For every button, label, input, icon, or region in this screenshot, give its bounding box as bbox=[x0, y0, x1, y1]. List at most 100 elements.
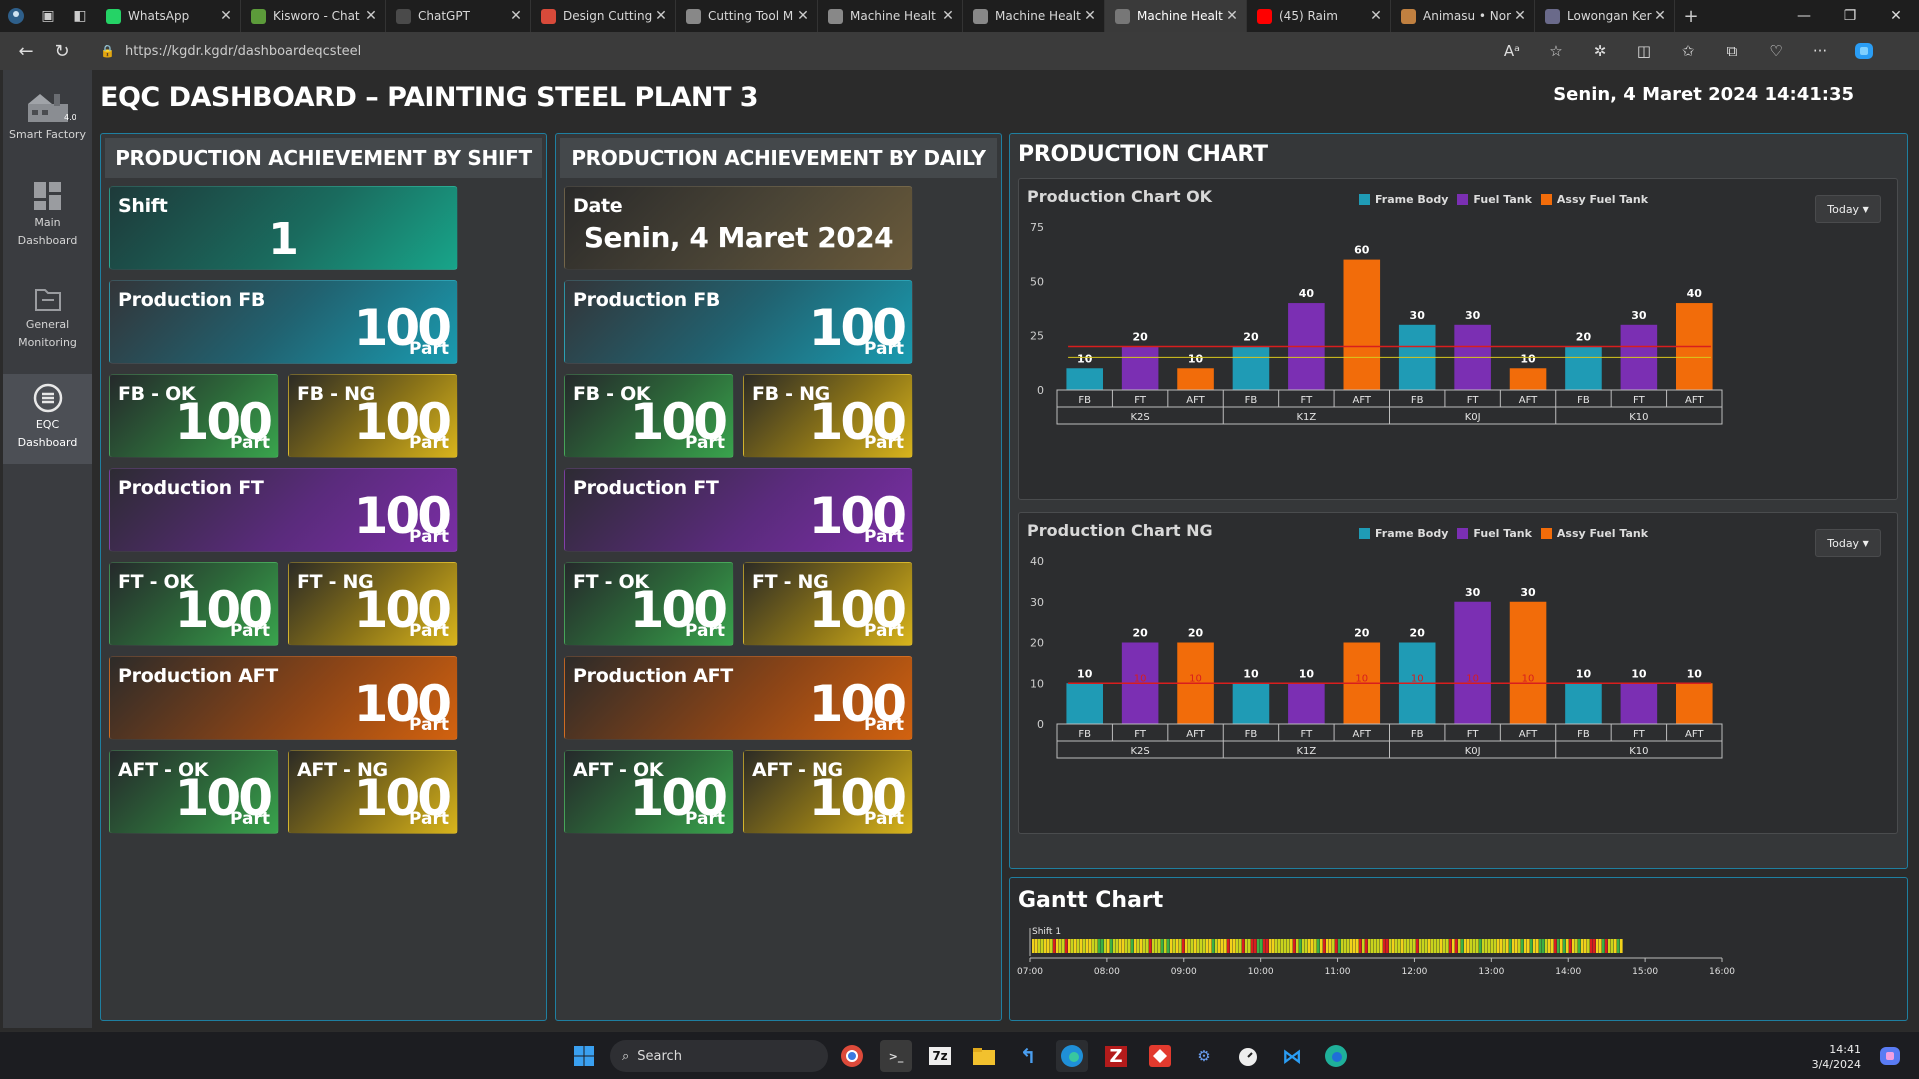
gantt-segment[interactable] bbox=[1032, 939, 1035, 953]
gantt-segment[interactable] bbox=[1434, 939, 1437, 953]
close-tab-icon[interactable]: ✕ bbox=[797, 8, 809, 24]
collections-icon[interactable]: ⧉ bbox=[1726, 42, 1738, 60]
gantt-segment[interactable] bbox=[1440, 939, 1443, 953]
browser-tab[interactable]: (45) Raim ✕ bbox=[1247, 0, 1391, 32]
gantt-segment[interactable] bbox=[1104, 939, 1107, 953]
gantt-segment[interactable] bbox=[1215, 939, 1218, 953]
gantt-segment[interactable] bbox=[1557, 939, 1560, 953]
gantt-segment[interactable] bbox=[1041, 939, 1044, 953]
timer-app-icon[interactable] bbox=[1232, 1040, 1264, 1072]
gantt-segment[interactable] bbox=[1329, 939, 1332, 953]
browser-tab[interactable]: Machine Healt ✕ bbox=[1105, 0, 1247, 32]
gantt-segment[interactable] bbox=[1044, 939, 1047, 953]
gantt-segment[interactable] bbox=[1299, 939, 1302, 953]
gantt-segment[interactable] bbox=[1536, 939, 1539, 953]
gantt-segment[interactable] bbox=[1386, 939, 1389, 953]
close-tab-icon[interactable]: ✕ bbox=[1370, 8, 1382, 24]
gantt-segment[interactable] bbox=[1611, 939, 1614, 953]
gantt-segment[interactable] bbox=[1368, 939, 1371, 953]
gantt-segment[interactable] bbox=[1071, 939, 1074, 953]
period-dropdown[interactable]: Today ▼ bbox=[1815, 529, 1881, 557]
legend-item-assy-fuel-tank[interactable]: Assy Fuel Tank bbox=[1540, 527, 1648, 540]
gantt-segment[interactable] bbox=[1149, 939, 1152, 953]
restore-button[interactable]: ❐ bbox=[1843, 8, 1857, 24]
gantt-segment[interactable] bbox=[1485, 939, 1488, 953]
gantt-segment[interactable] bbox=[1038, 939, 1041, 953]
close-tab-icon[interactable]: ✕ bbox=[655, 8, 667, 24]
gantt-segment[interactable] bbox=[1074, 939, 1077, 953]
gantt-segment[interactable] bbox=[1233, 939, 1236, 953]
gantt-segment[interactable] bbox=[1089, 939, 1092, 953]
gantt-segment[interactable] bbox=[1170, 939, 1173, 953]
gantt-segment[interactable] bbox=[1596, 939, 1599, 953]
chart-bar[interactable] bbox=[1232, 346, 1270, 390]
gantt-segment[interactable] bbox=[1266, 939, 1269, 953]
gantt-segment[interactable] bbox=[1131, 939, 1134, 953]
gantt-segment[interactable] bbox=[1413, 939, 1416, 953]
chart-bar[interactable] bbox=[1232, 683, 1270, 724]
gantt-segment[interactable] bbox=[1173, 939, 1176, 953]
gantt-segment[interactable] bbox=[1380, 939, 1383, 953]
gantt-segment[interactable] bbox=[1437, 939, 1440, 953]
close-tab-icon[interactable]: ✕ bbox=[220, 8, 232, 24]
gantt-segment[interactable] bbox=[1125, 939, 1128, 953]
chart-bar[interactable] bbox=[1509, 368, 1547, 390]
chart-bar[interactable] bbox=[1177, 368, 1214, 390]
gantt-segment[interactable] bbox=[1128, 939, 1131, 953]
split-screen-icon[interactable]: ◫ bbox=[1636, 42, 1652, 60]
gantt-segment[interactable] bbox=[1251, 939, 1254, 953]
gantt-segment[interactable] bbox=[1500, 939, 1503, 953]
gantt-segment[interactable] bbox=[1203, 939, 1206, 953]
gantt-segment[interactable] bbox=[1080, 939, 1083, 953]
gantt-segment[interactable] bbox=[1590, 939, 1593, 953]
gantt-segment[interactable] bbox=[1542, 939, 1545, 953]
gantt-segment[interactable] bbox=[1452, 939, 1455, 953]
browser-tab[interactable]: Design Cutting ✕ bbox=[531, 0, 676, 32]
gantt-segment[interactable] bbox=[1200, 939, 1203, 953]
close-tab-icon[interactable]: ✕ bbox=[365, 8, 377, 24]
copilot-taskbar-icon[interactable] bbox=[1874, 1040, 1906, 1072]
gantt-segment[interactable] bbox=[1083, 939, 1086, 953]
gantt-segment[interactable] bbox=[1035, 939, 1038, 953]
gantt-segment[interactable] bbox=[1239, 939, 1242, 953]
gantt-segment[interactable] bbox=[1275, 939, 1278, 953]
gantt-segment[interactable] bbox=[1446, 939, 1449, 953]
gantt-segment[interactable] bbox=[1326, 939, 1329, 953]
gantt-segment[interactable] bbox=[1374, 939, 1377, 953]
gantt-segment[interactable] bbox=[1260, 939, 1263, 953]
chart-bar[interactable] bbox=[1509, 601, 1547, 724]
gantt-segment[interactable] bbox=[1491, 939, 1494, 953]
gantt-segment[interactable] bbox=[1356, 939, 1359, 953]
gantt-segment[interactable] bbox=[1410, 939, 1413, 953]
gantt-segment[interactable] bbox=[1230, 939, 1233, 953]
chart-bar[interactable] bbox=[1288, 683, 1325, 724]
gantt-segment[interactable] bbox=[1110, 939, 1113, 953]
gantt-segment[interactable] bbox=[1317, 939, 1320, 953]
gantt-segment[interactable] bbox=[1314, 939, 1317, 953]
gantt-segment[interactable] bbox=[1449, 939, 1452, 953]
favorites-icon[interactable]: ✩ bbox=[1681, 42, 1695, 60]
lock-icon[interactable]: 🔒 bbox=[100, 44, 115, 58]
gantt-segment[interactable] bbox=[1383, 939, 1386, 953]
gantt-segment[interactable] bbox=[1323, 939, 1326, 953]
gantt-segment[interactable] bbox=[1422, 939, 1425, 953]
gantt-segment[interactable] bbox=[1269, 939, 1272, 953]
gantt-segment[interactable] bbox=[1392, 939, 1395, 953]
refresh-button[interactable]: ↻ bbox=[54, 40, 70, 62]
back-button[interactable]: ← bbox=[18, 40, 34, 62]
gantt-segment[interactable] bbox=[1053, 939, 1056, 953]
gantt-segment[interactable] bbox=[1521, 939, 1524, 953]
gantt-segment[interactable] bbox=[1122, 939, 1125, 953]
browser-tab[interactable]: Machine Healt ✕ bbox=[963, 0, 1105, 32]
browser-tab[interactable]: Kisworo - Chat ✕ bbox=[241, 0, 386, 32]
file-explorer-icon[interactable] bbox=[968, 1040, 1000, 1072]
gantt-segment[interactable] bbox=[1290, 939, 1293, 953]
gantt-segment[interactable] bbox=[1470, 939, 1473, 953]
gantt-segment[interactable] bbox=[1353, 939, 1356, 953]
browser-tab[interactable]: Cutting Tool M ✕ bbox=[676, 0, 818, 32]
url-field[interactable]: 🔒 https://kgdr.kgdr/dashboardeqcsteel bbox=[90, 37, 1490, 65]
gantt-segment[interactable] bbox=[1218, 939, 1221, 953]
edge-icon[interactable] bbox=[1056, 1040, 1088, 1072]
gantt-segment[interactable] bbox=[1389, 939, 1392, 953]
legend-item-fuel-tank[interactable]: Fuel Tank bbox=[1457, 193, 1532, 206]
